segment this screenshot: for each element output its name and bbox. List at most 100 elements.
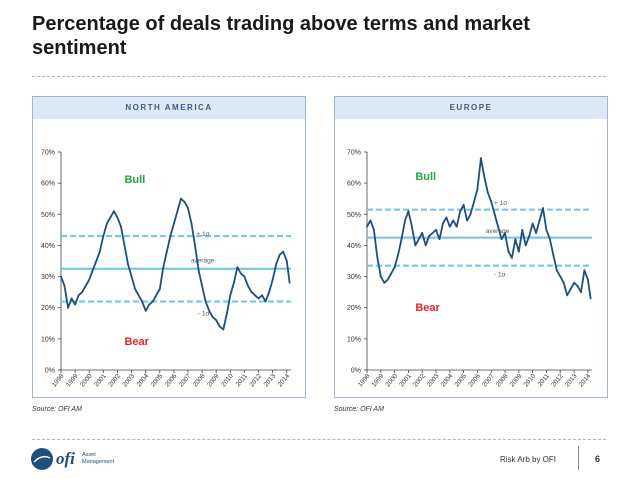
- data-point: [497, 225, 499, 228]
- data-point: [208, 309, 211, 312]
- bull-label: Bull: [415, 171, 436, 183]
- data-point: [144, 309, 147, 312]
- x-tick-label: 2000: [384, 372, 399, 388]
- x-tick-label: 2012: [550, 372, 565, 388]
- data-point: [435, 229, 437, 231]
- data-point: [566, 294, 569, 297]
- data-point: [466, 219, 468, 222]
- x-tick-label: 2012: [248, 372, 263, 388]
- y-tick-label: 10%: [41, 336, 55, 343]
- data-point: [116, 216, 119, 219]
- data-point: [514, 238, 517, 241]
- plus-sigma-label: + 1σ: [494, 200, 507, 207]
- x-tick-label: 2013: [263, 372, 278, 388]
- data-point: [521, 229, 524, 231]
- data-point: [130, 275, 133, 278]
- source-note-north-america: Source: OFI AM: [32, 406, 82, 413]
- data-point: [580, 291, 582, 293]
- data-point: [84, 285, 87, 287]
- data-point: [500, 238, 503, 241]
- data-point: [373, 229, 375, 231]
- data-point: [134, 288, 136, 290]
- logo-mark-icon: [31, 448, 53, 470]
- data-point: [137, 294, 140, 297]
- data-point: [91, 269, 94, 272]
- x-tick-label: 2004: [136, 372, 151, 388]
- x-tick-label: 2010: [523, 372, 538, 388]
- data-point: [438, 238, 441, 241]
- data-point: [531, 222, 534, 225]
- data-point: [462, 204, 465, 206]
- data-point: [431, 232, 434, 234]
- data-point: [63, 285, 66, 287]
- data-point: [379, 275, 382, 278]
- page-number: 6: [595, 454, 601, 464]
- data-point: [535, 232, 537, 234]
- data-point: [201, 285, 204, 287]
- data-point: [552, 253, 555, 256]
- y-tick-label: 0%: [351, 368, 361, 375]
- data-point: [404, 219, 406, 222]
- data-point: [113, 210, 115, 213]
- x-tick-label: 2000: [79, 372, 94, 388]
- data-point: [70, 297, 73, 300]
- footer-separator: [578, 446, 579, 470]
- x-tick-label: 1999: [65, 372, 80, 388]
- data-point: [383, 281, 386, 284]
- data-point: [445, 216, 448, 219]
- data-point: [243, 275, 246, 278]
- data-point: [148, 303, 151, 306]
- data-point: [282, 250, 285, 253]
- data-point: [127, 263, 129, 265]
- data-point: [493, 213, 496, 216]
- x-tick-label: 1999: [371, 372, 386, 388]
- data-point: [106, 222, 108, 225]
- data-point: [442, 222, 444, 225]
- x-tick-label: 2013: [564, 372, 579, 388]
- x-tick-label: 2005: [453, 372, 468, 388]
- logo-subtext-2: Management: [82, 459, 115, 465]
- data-point: [120, 225, 122, 228]
- x-tick-label: 2008: [495, 372, 510, 388]
- panel-europe: EUROPE 0% 10% 20% 30% 40% 50% 60% 70% 1998 1999 20…: [334, 96, 608, 398]
- bull-label: Bull: [124, 174, 145, 186]
- data-point: [60, 275, 62, 278]
- x-tick-label: 2002: [107, 372, 122, 388]
- logo-text: ofi: [56, 449, 75, 468]
- y-tick-label: 10%: [347, 336, 361, 343]
- data-point: [452, 219, 455, 222]
- data-point: [538, 219, 541, 222]
- y-tick-label: 60%: [41, 181, 55, 188]
- y-tick-label: 30%: [41, 274, 55, 281]
- x-tick-label: 2001: [93, 372, 108, 388]
- data-point: [511, 257, 513, 259]
- data-point: [469, 213, 472, 216]
- page-title: Percentage of deals trading above terms …: [32, 13, 530, 59]
- data-point: [407, 210, 410, 213]
- panel-north-america: NORTH AMERICA 0% 10% 20% 30% 40% 50% 60% 70% 199…: [32, 96, 306, 398]
- x-tick-label: 2011: [537, 372, 552, 388]
- data-point: [455, 225, 458, 228]
- data-point: [486, 191, 489, 194]
- y-tick-label: 50%: [41, 212, 55, 219]
- footer-divider: [32, 439, 606, 440]
- data-point: [278, 253, 281, 256]
- x-tick-label: 1998: [51, 372, 66, 388]
- data-point: [155, 294, 158, 297]
- logo-subtext-1: Asset: [82, 452, 96, 458]
- y-tick-label: 70%: [41, 150, 55, 157]
- data-point: [151, 300, 154, 303]
- data-point: [285, 260, 288, 262]
- europe-chart: 0%10%20%30%40%50%60%70%1998 1999 2000 2001 2…: [347, 150, 593, 389]
- data-point: [225, 313, 228, 315]
- bear-label: Bear: [415, 302, 440, 314]
- data-point: [123, 244, 126, 247]
- panel-title-europe: EUROPE: [335, 97, 607, 119]
- data-point: [240, 272, 242, 275]
- data-point: [180, 197, 182, 200]
- data-point: [555, 269, 558, 272]
- y-tick-label: 40%: [41, 243, 55, 250]
- x-tick-label: 2011: [235, 372, 250, 388]
- data-point: [587, 278, 589, 281]
- data-point: [98, 250, 101, 253]
